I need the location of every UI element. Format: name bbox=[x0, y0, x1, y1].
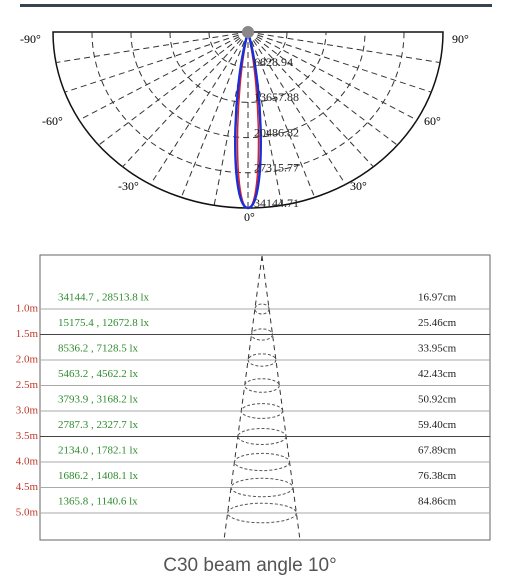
beam-ellipse bbox=[230, 477, 294, 498]
polar-plot: -90° 90° -60° 60° -30° 30° 0° 6828.94 13657.88 20… bbox=[20, 26, 469, 224]
radial-label: 27315.77 bbox=[254, 161, 299, 175]
illuminance-label: 1686.2 , 1408.1 lx bbox=[58, 470, 139, 482]
beam-ellipse bbox=[227, 502, 297, 524]
polar-spoke bbox=[247, 31, 418, 121]
beam-ellipse bbox=[233, 452, 291, 472]
polar-spoke bbox=[64, 31, 249, 93]
lamp-point bbox=[242, 26, 254, 38]
distance-label: 2.0m bbox=[16, 354, 39, 366]
radial-label: 34144.71 bbox=[254, 196, 299, 210]
polar-spoke bbox=[98, 31, 249, 146]
diameter-label: 33.95cm bbox=[418, 343, 457, 355]
diameter-label: 59.40cm bbox=[418, 419, 457, 431]
caption: C30 beam angle 10° bbox=[163, 555, 336, 576]
angle-label: -30° bbox=[118, 179, 139, 193]
cone-edge bbox=[261, 255, 301, 541]
polar-spoke bbox=[247, 31, 374, 168]
polar-ring bbox=[208, 31, 288, 68]
polar-outline bbox=[52, 31, 444, 209]
diameter-label: 84.86cm bbox=[418, 496, 457, 508]
polar-spoke bbox=[78, 31, 249, 121]
beam-ellipse bbox=[254, 303, 270, 315]
distance-label: 4.5m bbox=[16, 481, 39, 493]
distance-label: 2.5m bbox=[16, 379, 39, 391]
angle-label: -90° bbox=[20, 32, 41, 46]
polar-spoke bbox=[247, 31, 432, 93]
diameter-label: 76.38cm bbox=[418, 470, 457, 482]
polar-spoke bbox=[150, 31, 249, 185]
diameter-label: 50.92cm bbox=[418, 394, 457, 406]
radial-label: 20486.82 bbox=[254, 125, 299, 139]
distance-label: 3.0m bbox=[16, 405, 39, 417]
illuminance-label: 1365.8 , 1140.6 lx bbox=[58, 496, 138, 508]
distance-label: 1.0m bbox=[16, 303, 39, 315]
angle-label: 60° bbox=[424, 114, 441, 128]
radial-label: 13657.88 bbox=[254, 90, 299, 104]
diameter-label: 25.46cm bbox=[418, 317, 457, 329]
polar-spoke bbox=[55, 31, 249, 64]
beam-curve bbox=[234, 31, 262, 210]
diameter-label: 16.97cm bbox=[418, 292, 457, 304]
distance-label: 4.0m bbox=[16, 456, 39, 468]
beam-ellipse bbox=[244, 378, 280, 393]
cone-edge bbox=[223, 255, 263, 541]
polar-spoke bbox=[122, 31, 249, 168]
radial-label: 6828.94 bbox=[254, 55, 293, 69]
beam-ellipse bbox=[250, 328, 274, 341]
cone-frame bbox=[39, 254, 491, 541]
distance-label: 1.5m bbox=[16, 328, 39, 340]
polar-spoke bbox=[247, 31, 441, 64]
illuminance-label: 5463.2 , 4562.2 lx bbox=[58, 368, 139, 380]
cone-diagram: 1.0m 34144.7 , 28513.8 lx 16.97cm 1.5m 15175… bbox=[16, 254, 491, 541]
distance-label: 3.5m bbox=[16, 430, 39, 442]
illuminance-label: 8536.2 , 7128.5 lx bbox=[58, 343, 139, 355]
polar-ring bbox=[169, 31, 327, 103]
angle-label: 90° bbox=[452, 32, 469, 46]
illuminance-label: 3793.9 , 3168.2 lx bbox=[58, 394, 139, 406]
distance-label: 5.0m bbox=[16, 507, 39, 519]
beam-ellipse bbox=[247, 353, 277, 367]
diameter-label: 67.89cm bbox=[418, 445, 457, 457]
angle-label: 0° bbox=[244, 210, 255, 224]
beam-ellipse bbox=[237, 428, 287, 445]
polar-spoke bbox=[247, 31, 398, 146]
illuminance-label: 34144.7 , 28513.8 lx bbox=[58, 292, 150, 304]
diameter-label: 42.43cm bbox=[418, 368, 457, 380]
polar-spoke bbox=[247, 31, 346, 185]
illuminance-label: 2134.0 , 1782.1 lx bbox=[58, 445, 139, 457]
angle-label: -60° bbox=[42, 114, 63, 128]
illuminance-label: 15175.4 , 12672.8 lx bbox=[58, 317, 150, 329]
angle-label: 30° bbox=[350, 179, 367, 193]
beam-ellipse bbox=[240, 403, 284, 419]
illuminance-label: 2787.3 , 2327.7 lx bbox=[58, 419, 139, 431]
top-bar bbox=[20, 4, 492, 7]
